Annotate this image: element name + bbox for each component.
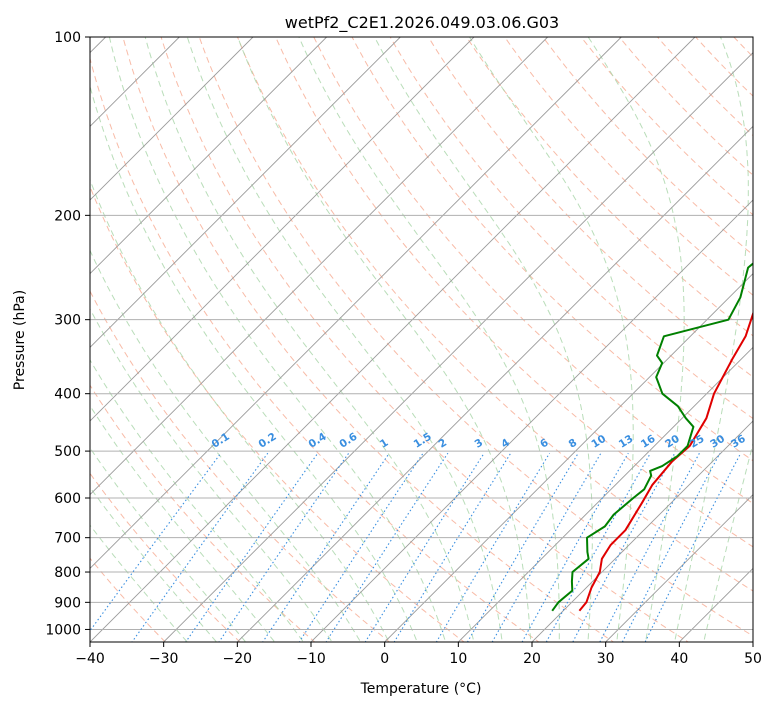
x-axis-label: Temperature (°C) — [360, 681, 482, 697]
mixing-ratio-line — [393, 452, 512, 642]
moist-adiabat-line — [90, 178, 390, 642]
isotherm-line — [90, 37, 548, 496]
x-tick-label: 40 — [670, 651, 688, 667]
dry-adiabat-line — [90, 472, 241, 642]
y-tick-label: 400 — [54, 387, 81, 403]
moist-adiabat-line — [186, 37, 503, 642]
y-tick-label: 300 — [54, 313, 81, 329]
dry-adiabat-line — [466, 37, 753, 337]
y-tick-label: 700 — [54, 531, 81, 547]
moist-adiabat-line — [90, 84, 418, 642]
mixing-ratio-line — [262, 452, 390, 642]
moist-adiabat-line — [469, 37, 634, 642]
x-tick-label: 30 — [597, 651, 615, 667]
moist-adiabat-line — [90, 358, 305, 642]
moist-adiabat-line — [144, 37, 475, 642]
x-tick-label: −40 — [75, 651, 105, 667]
grid-layer — [90, 37, 753, 642]
isotherm-line — [90, 37, 401, 348]
dry-adiabat-line — [90, 290, 391, 642]
dry-adiabat-line — [122, 37, 615, 642]
x-tick-label: 50 — [744, 651, 762, 667]
x-tick-label: 10 — [449, 651, 467, 667]
plot-frame — [89, 36, 754, 643]
x-tick-label: 0 — [380, 651, 389, 667]
mixing-ratio-line — [466, 452, 579, 642]
isotherm-line — [605, 494, 753, 642]
dry-adiabat-line — [90, 56, 540, 642]
isotherm-line — [531, 420, 753, 642]
moist-adiabat-line — [90, 404, 276, 642]
dry-adiabat-line — [504, 37, 753, 296]
moist-adiabat-line — [90, 447, 247, 642]
isotherm-line — [163, 52, 753, 642]
mixing-ratio-line — [131, 452, 269, 642]
moist-adiabat-line — [90, 308, 333, 642]
isotherm-line — [237, 125, 753, 642]
annotation-layer: 0.1 0.2 0.4 0.6 1 1.5 2 3 4 6 8 10 13 16 20 25 30 36 — [210, 431, 748, 451]
axes-layer: −40 −30 −20 −10 0 10 20 30 40 50 100 200 300 400 500 60… — [45, 30, 762, 667]
x-tick-label: 20 — [523, 651, 541, 667]
moist-adiabat-line — [374, 37, 593, 642]
mixing-ratio-line — [435, 452, 551, 642]
y-tick-label: 500 — [54, 444, 81, 460]
mixing-ratio-line — [298, 452, 424, 642]
x-tick-label: −10 — [296, 651, 326, 667]
isotherm-line — [90, 37, 254, 201]
moist-adiabat-line — [90, 486, 218, 642]
x-tick-label: −30 — [149, 651, 179, 667]
y-axis-label: Pressure (hPa) — [12, 290, 28, 390]
dry-adiabat-line — [90, 185, 465, 642]
isotherm-line — [90, 37, 327, 275]
y-tick-label: 200 — [54, 208, 81, 224]
mixing-ratio-line — [545, 452, 651, 642]
y-tick-label: 1000 — [45, 622, 81, 638]
y-tick-label: 600 — [54, 491, 81, 507]
isotherm-line — [90, 37, 696, 642]
mixing-ratio-line — [521, 452, 629, 642]
moist-adiabat-line — [587, 37, 685, 642]
mixing-ratio-line — [364, 452, 485, 642]
series-line-temperature — [578, 310, 753, 612]
chart-title: wetPf2_C2E1.2026.049.03.06.G03 — [285, 13, 559, 33]
x-tick-label: −20 — [223, 651, 253, 667]
mixing-ratio-line — [621, 452, 721, 642]
moist-adiabat-line — [90, 249, 362, 642]
isotherm-line — [310, 199, 753, 642]
dry-adiabat-line — [427, 37, 753, 378]
series-layer — [551, 262, 753, 612]
mixing-ratio-line — [644, 452, 742, 642]
isotherm-line — [458, 346, 753, 642]
moist-adiabat-line — [703, 441, 753, 642]
moist-adiabat-line — [298, 37, 560, 642]
mixing-ratio-line — [325, 452, 449, 642]
isotherm-line — [90, 37, 622, 569]
y-tick-label: 100 — [54, 30, 81, 46]
mixing-ratio-line — [218, 452, 350, 642]
series-line-dewpoint — [551, 262, 753, 612]
dry-adiabat-line — [389, 37, 753, 420]
dry-adiabat-line — [198, 37, 753, 637]
mixing-ratio-line — [185, 452, 319, 642]
moist-adiabat-line — [90, 524, 188, 642]
moist-adiabat-line — [237, 37, 532, 642]
isotherm-line — [384, 273, 753, 642]
moist-adiabat-line — [674, 37, 749, 642]
y-tick-label: 900 — [54, 595, 81, 611]
y-tick-label: 800 — [54, 565, 81, 581]
isotherm-line — [90, 37, 475, 422]
moist-adiabat-line — [108, 37, 447, 642]
